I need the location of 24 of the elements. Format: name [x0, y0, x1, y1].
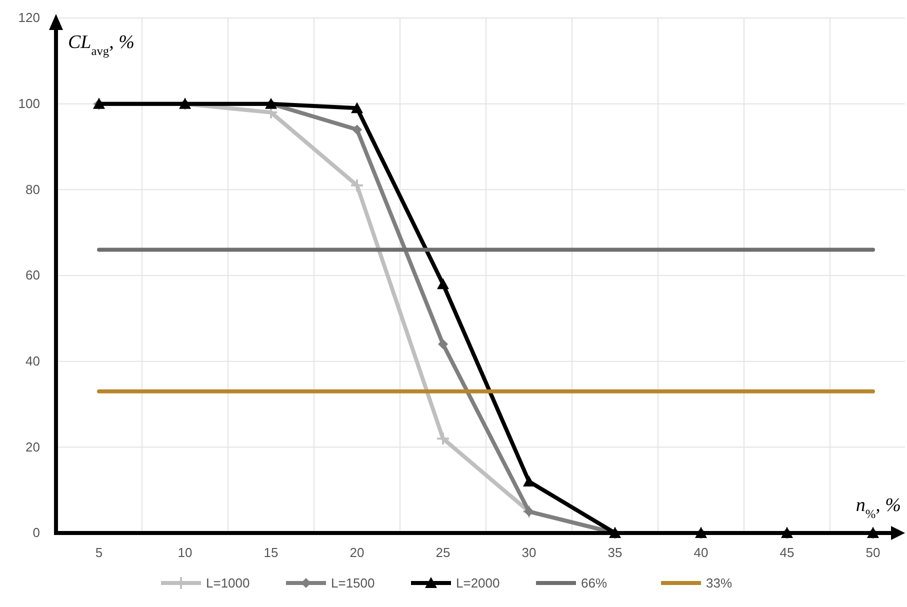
x-tick-label: 25	[436, 545, 450, 560]
x-tick-label: 40	[694, 545, 708, 560]
legend-label: 33%	[706, 576, 732, 591]
legend-label: L=1500	[331, 576, 375, 591]
x-tick-label: 5	[95, 545, 103, 560]
y-tick-label: 80	[26, 182, 40, 197]
x-axis-title: n$_{%}$, %	[856, 495, 901, 521]
x-tick-label: 10	[178, 545, 192, 560]
y-tick-label: 120	[18, 10, 40, 26]
x-tick-label: 20	[350, 545, 364, 560]
x-tick-label: 15	[264, 545, 278, 560]
y-tick-label: 100	[18, 96, 40, 111]
x-tick-label: 50	[866, 545, 880, 560]
y-tick-label: 40	[26, 353, 40, 368]
y-tick-label: 60	[26, 268, 40, 283]
y-axis-title: CL$_{avg}$, %	[68, 32, 134, 58]
x-tick-label: 45	[780, 545, 794, 560]
legend-label: L=2000	[456, 576, 500, 591]
y-tick-label: 0	[32, 525, 40, 540]
legend-label: L=1000	[206, 576, 250, 591]
x-tick-label: 30	[522, 545, 536, 560]
x-tick-label: 35	[608, 545, 622, 560]
legend-label: 66%	[581, 576, 608, 591]
y-tick-label: 20	[26, 439, 40, 454]
